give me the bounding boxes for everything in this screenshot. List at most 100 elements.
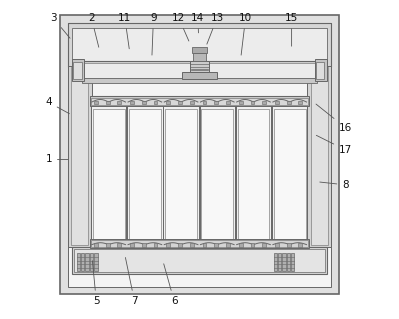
- Bar: [282, 253, 286, 271]
- Text: 10: 10: [239, 13, 252, 55]
- Bar: [278, 253, 281, 271]
- Bar: [68, 66, 91, 247]
- Bar: [315, 59, 327, 81]
- Bar: [82, 61, 317, 78]
- Bar: [203, 101, 207, 104]
- Bar: [74, 249, 325, 272]
- Bar: [142, 101, 146, 104]
- Bar: [129, 109, 161, 244]
- Bar: [192, 48, 207, 53]
- Bar: [178, 243, 182, 247]
- Bar: [262, 101, 266, 104]
- Bar: [203, 243, 207, 247]
- Bar: [251, 243, 255, 247]
- Bar: [142, 243, 146, 247]
- Text: 14: 14: [191, 13, 205, 33]
- Bar: [68, 23, 331, 286]
- Bar: [71, 67, 88, 245]
- Bar: [262, 243, 266, 247]
- Bar: [85, 253, 89, 271]
- Text: 16: 16: [316, 104, 352, 133]
- Bar: [311, 67, 328, 245]
- Bar: [130, 243, 134, 247]
- Bar: [90, 253, 93, 271]
- Bar: [82, 78, 317, 83]
- Bar: [239, 101, 243, 104]
- Bar: [251, 101, 255, 104]
- Bar: [190, 101, 194, 104]
- Bar: [130, 101, 134, 104]
- Text: 2: 2: [88, 13, 99, 47]
- Bar: [166, 243, 170, 247]
- Bar: [287, 253, 290, 271]
- Bar: [274, 109, 306, 244]
- Bar: [73, 62, 82, 79]
- Bar: [90, 96, 309, 249]
- Bar: [94, 101, 98, 104]
- Bar: [117, 101, 121, 104]
- Text: 13: 13: [207, 13, 223, 44]
- Bar: [154, 243, 158, 247]
- Bar: [287, 243, 290, 247]
- Bar: [226, 101, 230, 104]
- Bar: [127, 99, 163, 246]
- Text: 3: 3: [50, 13, 70, 38]
- Text: 6: 6: [164, 264, 178, 306]
- Bar: [94, 243, 98, 247]
- Bar: [165, 109, 197, 244]
- Bar: [193, 53, 206, 61]
- Bar: [316, 62, 324, 79]
- Bar: [91, 98, 308, 105]
- Bar: [273, 253, 277, 271]
- Bar: [106, 101, 110, 104]
- Bar: [238, 109, 269, 244]
- Bar: [83, 63, 316, 78]
- Bar: [236, 99, 271, 246]
- Text: 15: 15: [285, 13, 298, 46]
- Bar: [90, 96, 309, 106]
- Bar: [298, 243, 302, 247]
- Bar: [72, 59, 84, 81]
- Text: 9: 9: [150, 13, 157, 55]
- Bar: [200, 99, 235, 246]
- Bar: [73, 247, 326, 274]
- Bar: [226, 243, 230, 247]
- Bar: [166, 101, 170, 104]
- Text: 17: 17: [316, 135, 352, 155]
- Bar: [163, 99, 199, 246]
- Bar: [291, 253, 294, 271]
- Bar: [154, 101, 158, 104]
- Bar: [106, 243, 110, 247]
- Bar: [60, 15, 339, 294]
- Text: 11: 11: [118, 13, 132, 49]
- Text: 7: 7: [125, 257, 138, 306]
- Bar: [287, 101, 290, 104]
- Bar: [91, 241, 308, 248]
- Text: 5: 5: [93, 261, 100, 306]
- Bar: [201, 109, 233, 244]
- Bar: [81, 253, 84, 271]
- Bar: [68, 23, 331, 67]
- Bar: [275, 243, 279, 247]
- Bar: [214, 101, 218, 104]
- Bar: [190, 243, 194, 247]
- Bar: [90, 239, 309, 249]
- Bar: [298, 101, 302, 104]
- Bar: [182, 72, 217, 78]
- Bar: [73, 28, 326, 63]
- Bar: [77, 253, 80, 271]
- Bar: [214, 243, 218, 247]
- Bar: [93, 109, 124, 244]
- Text: 12: 12: [172, 13, 189, 41]
- Bar: [275, 101, 279, 104]
- Bar: [178, 101, 182, 104]
- Bar: [308, 66, 331, 247]
- Bar: [91, 99, 126, 246]
- Bar: [117, 243, 121, 247]
- Text: 1: 1: [45, 154, 68, 165]
- Text: 4: 4: [45, 97, 69, 114]
- Text: 8: 8: [320, 180, 349, 190]
- Bar: [272, 99, 308, 246]
- Bar: [95, 253, 97, 271]
- Bar: [190, 61, 209, 72]
